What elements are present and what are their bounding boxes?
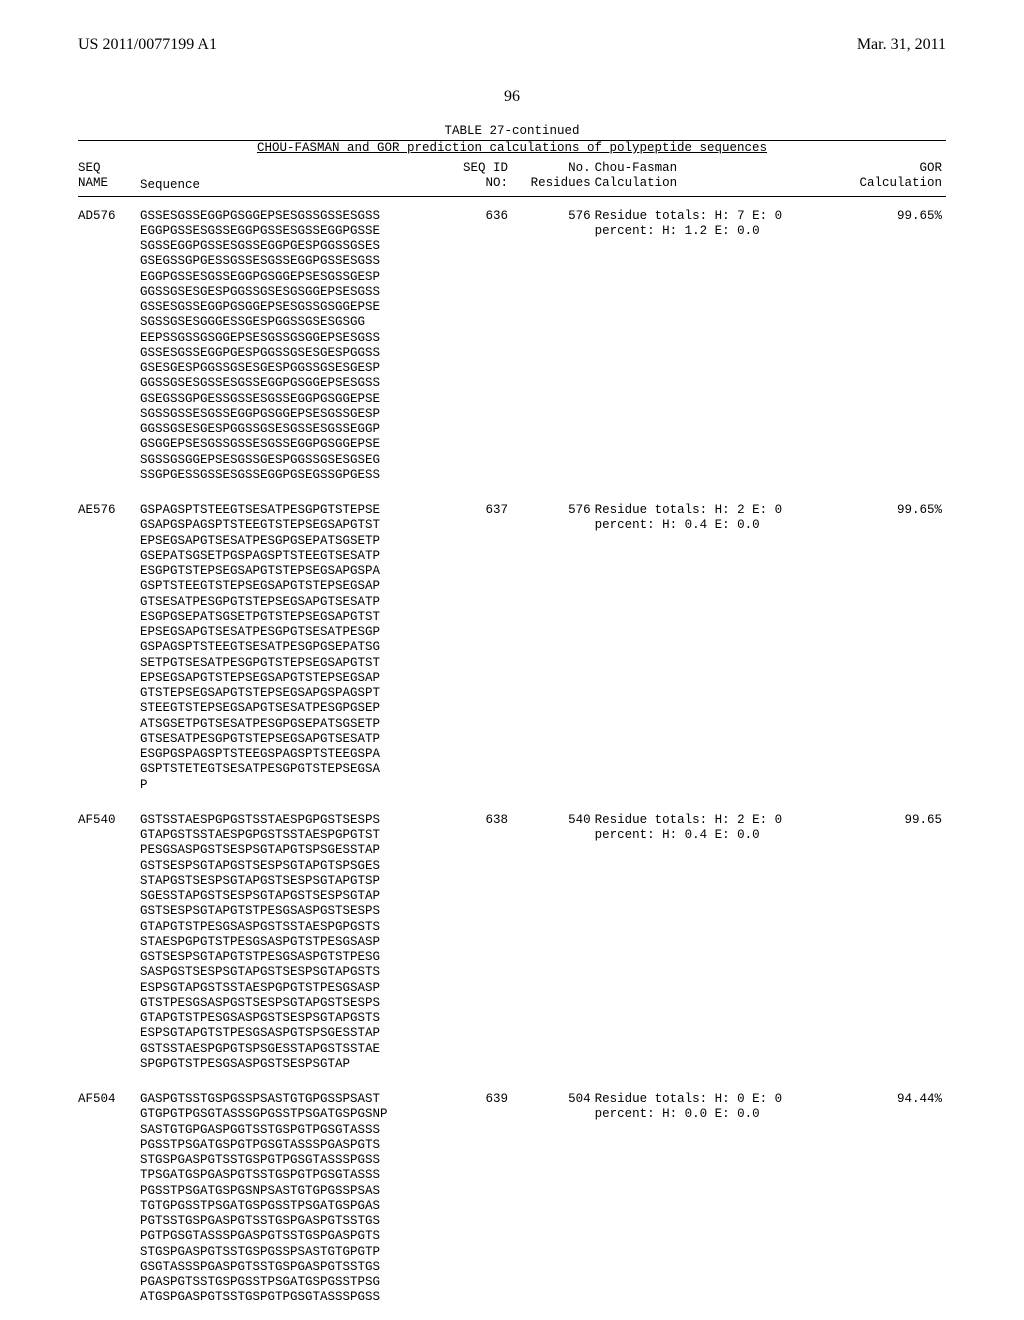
cell-seq-id: 636 [450, 196, 512, 491]
table-header-row: SEQ NAME Sequence SEQ ID NO: No. Residue… [78, 157, 946, 196]
cell-chou-fasman: Residue totals: H: 2 E: 0 percent: H: 0.… [595, 491, 833, 801]
col-header-gor: GOR Calculation [832, 157, 946, 196]
table-body: AD576 GSSESGSSEGGPGSGGEPSESGSSGSSESGSS E… [78, 196, 946, 1314]
content-area: TABLE 27-continued CHOU-FASMAN and GOR p… [0, 124, 1024, 1314]
cell-chou-fasman: Residue totals: H: 0 E: 0 percent: H: 0.… [595, 1080, 833, 1314]
cell-seq-name: AE576 [78, 491, 140, 801]
table-row: AE576 GSPAGSPTSTEEGTSESATPESGPGTSTEPSE G… [78, 491, 946, 801]
page-header: US 2011/0077199 A1 Mar. 31, 2011 [0, 0, 1024, 58]
cell-seq-id: 638 [450, 801, 512, 1080]
cell-seq-name: AF540 [78, 801, 140, 1080]
cell-seq-name: AF504 [78, 1080, 140, 1314]
table-row: AD576 GSSESGSSEGGPGSGGEPSESGSSGSSESGSS E… [78, 196, 946, 491]
cell-sequence: GSPAGSPTSTEEGTSESATPESGPGTSTEPSE GSAPGSP… [140, 491, 450, 801]
cell-gor: 99.65% [832, 491, 946, 801]
cell-gor: 99.65 [832, 801, 946, 1080]
cell-sequence: GASPGTSSTGSPGSSPSASTGTGPGSSPSAST GTGPGTP… [140, 1080, 450, 1314]
table-row: AF504 GASPGTSSTGSPGSSPSASTGTGPGSSPSAST G… [78, 1080, 946, 1314]
col-header-residues: No. Residues [512, 157, 595, 196]
cell-chou-fasman: Residue totals: H: 2 E: 0 percent: H: 0.… [595, 801, 833, 1080]
cell-gor: 94.44% [832, 1080, 946, 1314]
table-subtitle: CHOU-FASMAN and GOR prediction calculati… [78, 141, 946, 155]
col-header-chou-fasman: Chou-Fasman Calculation [595, 157, 833, 196]
cell-seq-id: 639 [450, 1080, 512, 1314]
cell-sequence: GSTSSTAESPGPGSTSSTAESPGPGSTSESPS GTAPGST… [140, 801, 450, 1080]
sequence-table: SEQ NAME Sequence SEQ ID NO: No. Residue… [78, 157, 946, 1314]
col-header-seq-name: SEQ NAME [78, 157, 140, 196]
cell-residues: 576 [512, 196, 595, 491]
table-caption: TABLE 27-continued [78, 124, 946, 138]
cell-residues: 576 [512, 491, 595, 801]
cell-residues: 504 [512, 1080, 595, 1314]
cell-sequence: GSSESGSSEGGPGSGGEPSESGSSGSSESGSS EGGPGSS… [140, 196, 450, 491]
publication-date: Mar. 31, 2011 [857, 36, 946, 54]
col-header-seq-id: SEQ ID NO: [450, 157, 512, 196]
publication-number: US 2011/0077199 A1 [78, 36, 217, 54]
table-row: AF540 GSTSSTAESPGPGSTSSTAESPGPGSTSESPS G… [78, 801, 946, 1080]
cell-chou-fasman: Residue totals: H: 7 E: 0 percent: H: 1.… [595, 196, 833, 491]
cell-seq-id: 637 [450, 491, 512, 801]
col-header-sequence: Sequence [140, 157, 450, 196]
cell-seq-name: AD576 [78, 196, 140, 491]
cell-gor: 99.65% [832, 196, 946, 491]
page-number: 96 [0, 88, 1024, 106]
cell-residues: 540 [512, 801, 595, 1080]
